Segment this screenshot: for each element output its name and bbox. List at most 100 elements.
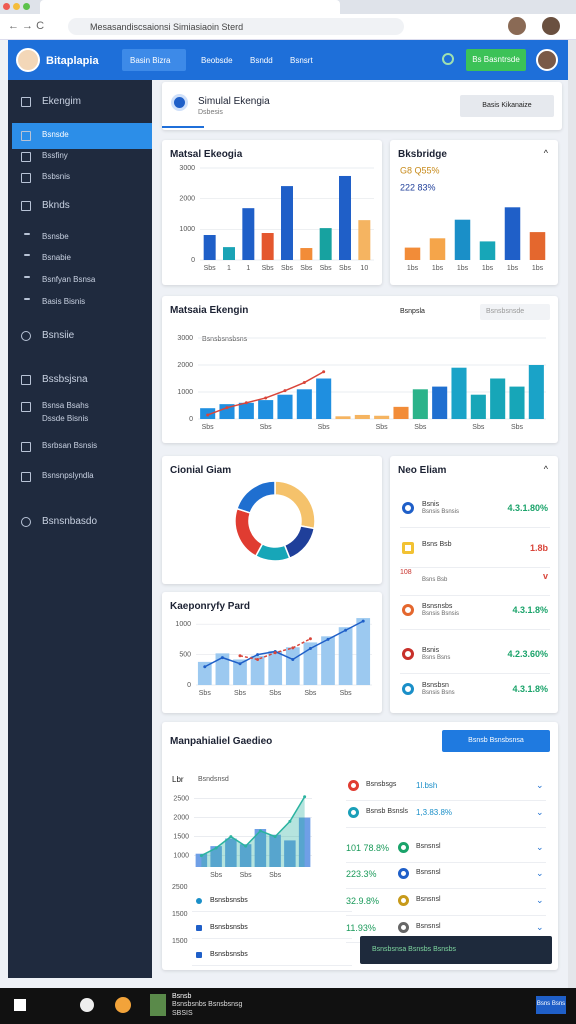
row-label[interactable]: Bsnsbsgs (366, 781, 397, 788)
nav-buttons[interactable]: ← → C (8, 20, 45, 32)
sidebar-item[interactable]: Bssfiny (42, 151, 68, 160)
y-tick-label: 1000 (177, 389, 193, 396)
sidebar-item[interactable]: Bsnsnpslyndla (42, 471, 94, 480)
row-label[interactable]: Bsnsbsnsbs (210, 951, 248, 958)
sidebar-item[interactable]: Dssde Bisnis (42, 414, 89, 423)
sidebar-icon (24, 276, 30, 278)
sidebar-item[interactable]: Bsnsiie (42, 330, 75, 341)
row-chevron[interactable]: ⌄ (536, 842, 544, 852)
taskbar-icon[interactable] (115, 997, 131, 1013)
row-chevron[interactable]: ⌄ (536, 868, 544, 878)
sidebar-item[interactable]: Bsbsnis (42, 172, 71, 181)
row-value: 1l.bsh (416, 781, 438, 790)
action-button[interactable]: Bs Basntrsde (466, 49, 526, 71)
row-chevron[interactable]: ⌄ (536, 807, 544, 817)
alert-label[interactable]: 108 (400, 569, 412, 576)
tab[interactable] (40, 0, 340, 14)
alert-label[interactable]: Bsnsnsbs (422, 603, 453, 610)
row-chevron[interactable]: ⌄ (536, 922, 544, 932)
sidebar-item[interactable]: Basis Bisnis (42, 297, 86, 306)
sidebar-icon (24, 233, 30, 235)
x-tick-label: Sbs (511, 424, 524, 431)
user-avatar[interactable] (536, 49, 558, 71)
point (326, 637, 330, 641)
row-chevron[interactable]: ⌄ (536, 895, 544, 905)
row-label[interactable]: Bsnsbsnsbs (210, 924, 248, 931)
nav-item[interactable]: Basin Bizra (130, 56, 171, 65)
row-chevron[interactable]: ⌄ (536, 780, 544, 790)
collapse[interactable]: ^ (543, 148, 548, 158)
chart: 0 500 1000 Sbs Sbs Sbs Sbs Sbs (175, 618, 372, 697)
sidebar-item[interactable]: Bsnsbe (42, 232, 69, 241)
sidebar-item[interactable]: Bsnsa Bsahs (42, 401, 89, 410)
row-label[interactable]: 11.93% (346, 923, 376, 933)
row-value: Bsnsnsl (416, 923, 441, 930)
chart-card: Bksbridge ^ G8 Q55% 222 83% 1bs 1bs 1bs 1bs 1bs 1… (390, 140, 558, 285)
alert-label[interactable]: Bsnis (422, 501, 440, 508)
nav-item[interactable]: Bsndd (250, 56, 273, 65)
legend-label: Bsnpsla (400, 308, 425, 315)
point (256, 653, 260, 657)
page-underline (162, 126, 204, 128)
avatar[interactable] (542, 17, 560, 35)
row-label[interactable]: 223.3% (346, 869, 377, 879)
bar (277, 394, 293, 419)
dropdown[interactable]: Bsnsbsnsde (480, 304, 550, 320)
x-tick-label: Sbs (320, 265, 333, 272)
app-sub: SBSIS (172, 1010, 193, 1017)
logo[interactable] (16, 48, 40, 72)
sidebar-item[interactable]: Bsrbsan Bsnsis (42, 441, 98, 450)
x-tick-label: Sbs (414, 424, 427, 431)
y-tick-label: 1500 (173, 833, 189, 840)
chart-subtitle: Bsndsnsd (198, 776, 229, 783)
max-dot[interactable] (23, 3, 30, 10)
point (264, 396, 268, 400)
chart: 0 1000 2000 3000 Sbs 1 1 Sbs Sbs Sbs Sbs Sbs 10 (179, 165, 374, 272)
collapse[interactable]: ^ (543, 464, 548, 474)
row-label[interactable]: 32.9.8% (346, 896, 380, 906)
sidebar-item[interactable]: Bsnabie (42, 253, 71, 262)
bar (195, 853, 208, 867)
nav-item[interactable]: Beobsde (201, 56, 233, 65)
alert-label[interactable]: Bsns Bsb (422, 541, 452, 548)
y-tick-label: 1000 (173, 852, 189, 859)
sidebar-item[interactable]: Bsnfyan Bsnsa (42, 275, 96, 284)
primary-button[interactable]: Bsnsb Bsnsbsnsa (442, 730, 550, 752)
alert-label[interactable]: Bsnsbsn (422, 682, 449, 689)
clock[interactable]: Bsns Bsns (536, 996, 566, 1014)
x-tick-label: 1 (246, 265, 250, 272)
point (273, 651, 277, 655)
sidebar-icon (21, 131, 31, 141)
avatar[interactable] (508, 17, 526, 35)
header-icon[interactable] (442, 53, 454, 65)
sidebar-item[interactable]: Bknds (42, 200, 70, 211)
chart-card: Matsal Ekeogia 0 1000 2000 3000 Sbs 1 1 Sbs Sbs Sb… (162, 140, 382, 285)
sidebar-item[interactable]: Bssbsjsna (42, 374, 88, 385)
row-value: Bsnsnsl (416, 896, 441, 903)
nav-item[interactable]: Bsnsrt (290, 56, 313, 65)
sidebar-item[interactable]: Bsnsde (42, 130, 69, 139)
bar (335, 416, 351, 419)
app-thumb[interactable] (150, 994, 166, 1016)
close-dot[interactable] (3, 3, 10, 10)
address-bar[interactable]: Mesasandiscsaionsi Simiasiaoin Sterd (68, 18, 404, 35)
row-label[interactable]: Bsnsbsnsbs (210, 897, 248, 904)
point (199, 854, 203, 858)
brand[interactable]: Bitaplapia (46, 55, 99, 67)
alert-label[interactable]: Bsnis (422, 647, 440, 654)
divider (346, 800, 546, 801)
page-button[interactable]: Basis Kikanaize (460, 95, 554, 117)
min-dot[interactable] (13, 3, 20, 10)
taskbar-icon[interactable] (80, 998, 94, 1012)
point (225, 406, 229, 410)
sidebar-item[interactable]: Ekengim (42, 96, 81, 107)
start-button[interactable] (14, 999, 26, 1011)
row-label[interactable]: 101 78.8% (346, 843, 390, 853)
toast[interactable]: Bsnsbsnsa Bsnsbs Bsnsbs (360, 936, 552, 964)
row-icon (348, 780, 359, 791)
bar (219, 404, 235, 419)
y-tick-label: 2500 (173, 795, 189, 802)
sidebar-item[interactable]: Bsnsnbasdo (42, 516, 98, 527)
x-tick-label: Sbs (202, 424, 215, 431)
row-label[interactable]: Bsnsb Bsnsls (366, 808, 409, 815)
